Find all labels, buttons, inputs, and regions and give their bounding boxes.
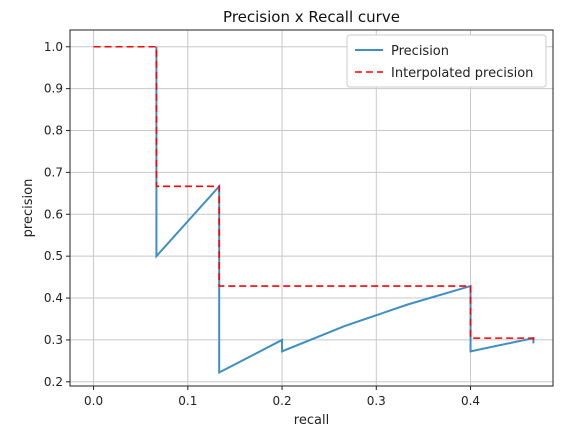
precision-line xyxy=(155,46,535,375)
x-tick-label: 0.3 xyxy=(367,394,386,408)
legend-box xyxy=(346,34,547,88)
series-group xyxy=(93,45,535,375)
y-tick-label: 0.7 xyxy=(44,165,63,179)
chart-title: Precision x Recall curve xyxy=(223,8,400,26)
y-axis-label: precision xyxy=(21,179,36,238)
y-tick-label: 0.3 xyxy=(44,333,63,347)
x-tick-label: 0.0 xyxy=(84,394,103,408)
legend-label-interpolated: Interpolated precision xyxy=(391,66,533,81)
x-axis-label: recall xyxy=(294,413,329,428)
interpolated-precision-line xyxy=(93,45,535,344)
legend: Precision Interpolated precision xyxy=(346,34,547,88)
x-tick-label: 0.4 xyxy=(461,394,480,408)
x-tick-label: 0.2 xyxy=(273,394,292,408)
y-tick-label: 0.2 xyxy=(44,375,63,389)
x-tick-label: 0.1 xyxy=(178,394,197,408)
y-tick-label: 0.6 xyxy=(44,207,63,221)
y-tick-label: 0.8 xyxy=(44,124,63,138)
y-tick-label: 0.5 xyxy=(44,249,63,263)
y-tick-label: 0.9 xyxy=(44,82,63,96)
y-tick-label: 1.0 xyxy=(44,40,63,54)
legend-label-precision: Precision xyxy=(391,44,449,59)
y-tick-label: 0.4 xyxy=(44,291,63,305)
plot-frame xyxy=(69,29,554,387)
axis-ticks: 0.0 0.1 0.2 0.3 0.4 0.2 0.3 0.4 0.5 0.6 0.7 0.8 0.9 1… xyxy=(44,40,480,408)
